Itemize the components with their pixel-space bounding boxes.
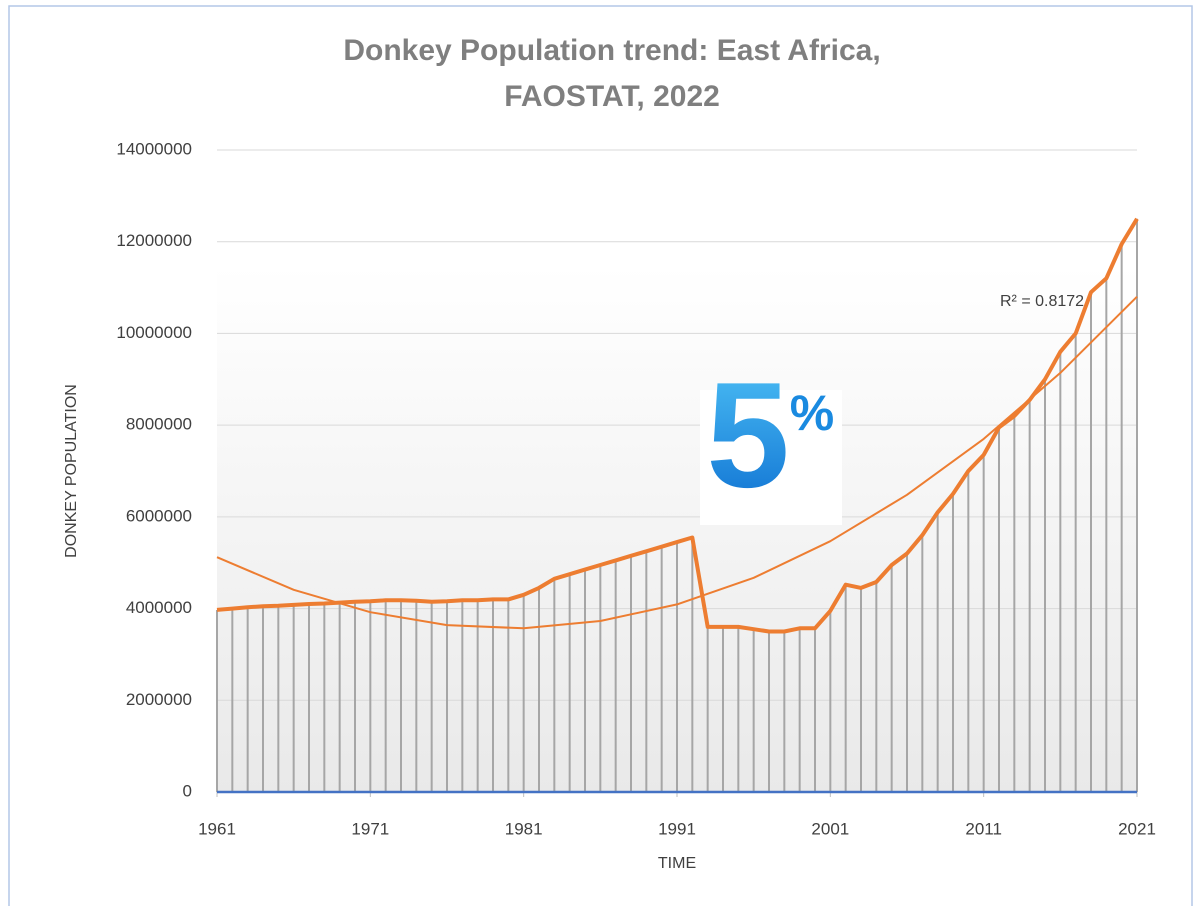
y-tick-label: 6000000	[126, 506, 192, 525]
badge: 5 %	[700, 351, 842, 525]
x-tick-label: 1971	[351, 819, 389, 838]
x-axis-title: TIME	[658, 855, 696, 872]
x-tick-label: 2001	[811, 819, 849, 838]
badge-number: 5	[706, 351, 789, 519]
y-tick-label: 0	[183, 781, 192, 800]
y-axis-title: DONKEY POPULATION	[63, 384, 80, 558]
series-line	[216, 217, 1139, 634]
y-tick-label: 4000000	[126, 598, 192, 617]
plot: 0 2000000 4000000 6000000 8000000 10000000 120…	[116, 139, 1156, 838]
y-tick-label: 2000000	[126, 690, 192, 709]
badge-symbol: %	[790, 385, 834, 441]
x-tick-label: 1991	[658, 819, 696, 838]
x-tick-label: 1961	[198, 819, 236, 838]
x-tick-label: 1981	[505, 819, 543, 838]
y-tick-label: 8000000	[126, 415, 192, 434]
trendline	[216, 295, 1138, 630]
x-tick-label: 2021	[1118, 819, 1156, 838]
chart-title: FAOSTAT, 2022	[504, 80, 720, 113]
trendline-label: R² = 0.8172	[1000, 293, 1084, 310]
frame	[8, 5, 1193, 911]
y-tick-label: 12000000	[116, 231, 192, 250]
chart-title: Donkey Population trend: East Africa,	[343, 34, 880, 67]
x-tick-label: 2011	[965, 819, 1002, 838]
y-tick-label: 14000000	[116, 139, 192, 158]
badge-background	[700, 390, 842, 525]
y-tick-label: 10000000	[116, 323, 192, 342]
